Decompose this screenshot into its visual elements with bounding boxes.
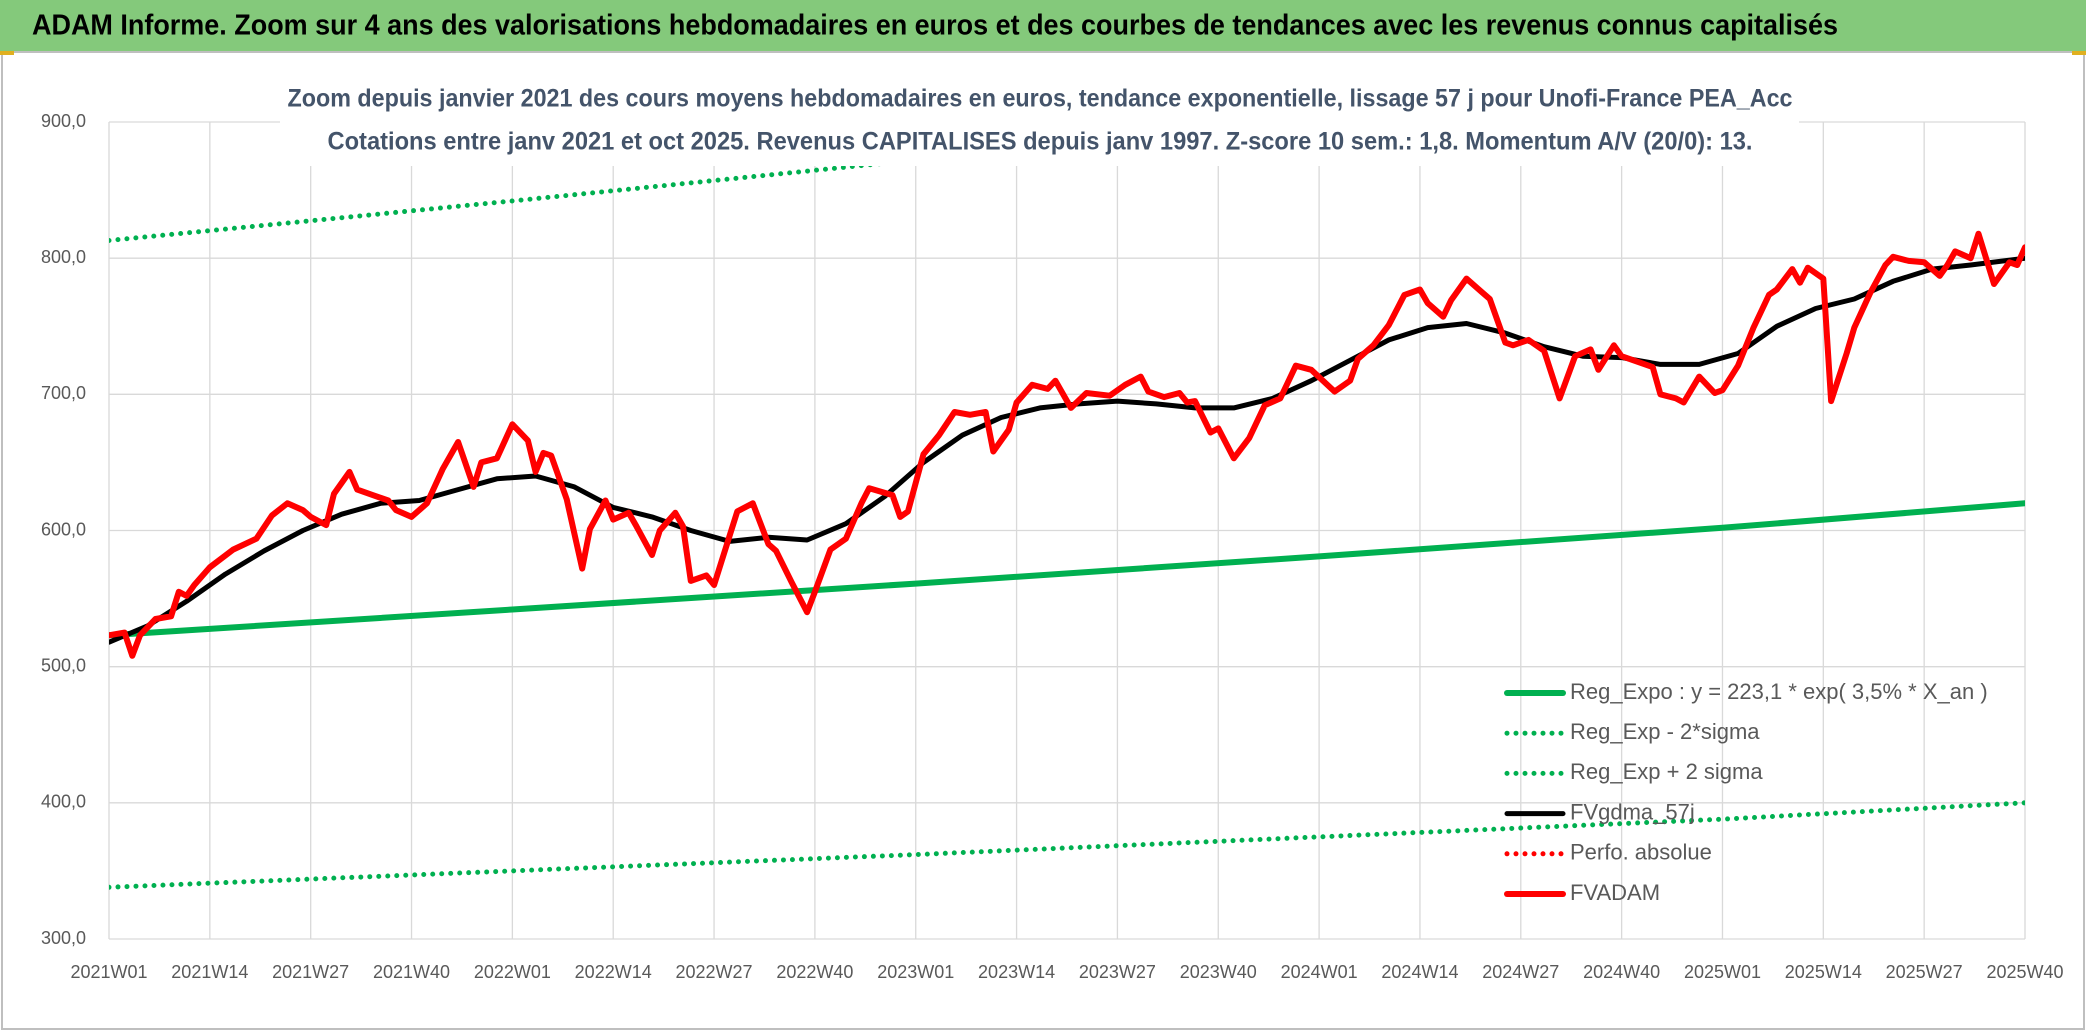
x-tick-label: 2023W40	[1180, 962, 1257, 982]
legend-label: FVgdma_57j	[1570, 799, 1695, 824]
y-tick-label: 600,0	[41, 519, 86, 539]
header-band	[0, 0, 2086, 51]
header-accent	[2072, 51, 2086, 55]
series-line	[109, 255, 2025, 645]
x-tick-label: 2024W40	[1583, 962, 1660, 982]
x-tick-label: 2023W27	[1079, 962, 1156, 982]
legend-label: FVADAM	[1570, 880, 1660, 905]
y-tick-label: 900,0	[41, 111, 86, 131]
series-line	[109, 500, 2025, 639]
y-tick-label: 400,0	[41, 792, 86, 812]
chart-frame	[1, 51, 2085, 1030]
x-tick-label: 2025W14	[1785, 962, 1862, 982]
x-tick-label: 2022W27	[676, 962, 753, 982]
legend-label: Reg_Exp + 2 sigma	[1570, 759, 1763, 784]
x-tick-label: 2024W27	[1482, 962, 1559, 982]
series-line	[109, 800, 2025, 890]
x-tick-label: 2022W14	[575, 962, 652, 982]
x-tick-label: 2024W01	[1281, 962, 1358, 982]
y-tick-label: 700,0	[41, 383, 86, 403]
chart-subtitle: Cotations entre janv 2021 et oct 2025. R…	[328, 128, 1753, 156]
chart-subtitle: Zoom depuis janvier 2021 des cours moyen…	[288, 85, 1793, 113]
x-tick-label: 2025W40	[1986, 962, 2063, 982]
x-tick-label: 2023W01	[877, 962, 954, 982]
x-tick-label: 2022W40	[776, 962, 853, 982]
legend-label: Reg_Expo : y = 223,1 * exp( 3,5% * X_an …	[1570, 679, 1988, 704]
y-tick-label: 800,0	[41, 247, 86, 267]
x-tick-label: 2021W40	[373, 962, 450, 982]
legend-label: Reg_Exp - 2*sigma	[1570, 719, 1760, 744]
x-tick-label: 2023W14	[978, 962, 1055, 982]
x-tick-label: 2025W27	[1886, 962, 1963, 982]
axes: 300,0 400,0 500,0 600,0 700,0 800,0 900,0 2021W…	[41, 111, 2064, 982]
x-tick-label: 2021W27	[272, 962, 349, 982]
x-tick-label: 2021W14	[171, 962, 248, 982]
x-tick-label: 2025W01	[1684, 962, 1761, 982]
legend: Reg_Expo : y = 223,1 * exp( 3,5% * X_an …	[1504, 679, 1988, 905]
x-tick-label: 2021W01	[70, 962, 147, 982]
x-tick-label: 2022W01	[474, 962, 551, 982]
header-accent	[0, 51, 14, 55]
legend-label: Perfo. absolue	[1570, 840, 1712, 865]
y-tick-label: 300,0	[41, 928, 86, 948]
y-tick-label: 500,0	[41, 655, 86, 675]
subtitle-background	[280, 77, 1799, 166]
x-tick-label: 2024W14	[1381, 962, 1458, 982]
series-line	[109, 230, 2025, 659]
plot-area	[109, 122, 2025, 890]
header-title: ADAM Informe. Zoom sur 4 ans des valoris…	[32, 10, 1838, 42]
